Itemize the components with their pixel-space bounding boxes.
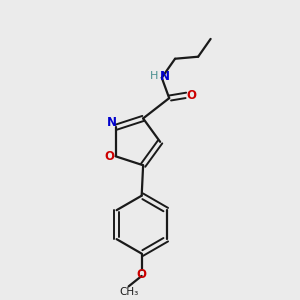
Text: N: N bbox=[160, 70, 170, 83]
Text: N: N bbox=[107, 116, 117, 129]
Text: H: H bbox=[149, 71, 158, 81]
Text: O: O bbox=[105, 150, 115, 163]
Text: O: O bbox=[187, 89, 197, 102]
Text: CH₃: CH₃ bbox=[119, 287, 138, 297]
Text: O: O bbox=[137, 268, 147, 281]
